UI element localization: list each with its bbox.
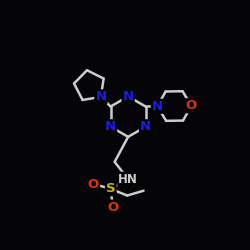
Text: O: O [88,178,99,190]
Text: O: O [107,200,118,213]
Text: N: N [152,100,163,113]
Text: N: N [105,120,116,133]
Text: N: N [95,90,106,104]
Text: S: S [106,182,116,195]
Text: N: N [122,90,134,103]
Text: N: N [140,120,151,133]
Text: O: O [186,99,197,112]
Text: HN: HN [118,173,138,186]
